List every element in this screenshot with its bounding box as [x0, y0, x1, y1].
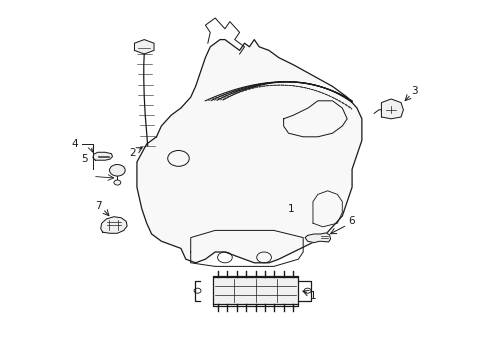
Text: 4: 4	[71, 139, 78, 149]
Polygon shape	[305, 233, 330, 243]
Text: 6: 6	[347, 216, 354, 226]
Polygon shape	[137, 40, 361, 263]
Text: 5: 5	[81, 154, 87, 164]
Polygon shape	[93, 152, 112, 160]
Circle shape	[114, 180, 121, 185]
Bar	[212, 277, 298, 304]
Text: 1: 1	[287, 204, 294, 214]
Text: 7: 7	[95, 201, 102, 211]
Text: 2: 2	[129, 148, 136, 158]
Text: 3: 3	[410, 86, 417, 96]
Text: 1: 1	[309, 291, 316, 301]
Circle shape	[109, 165, 125, 176]
Polygon shape	[101, 217, 127, 233]
Polygon shape	[381, 99, 403, 119]
Polygon shape	[134, 40, 154, 54]
